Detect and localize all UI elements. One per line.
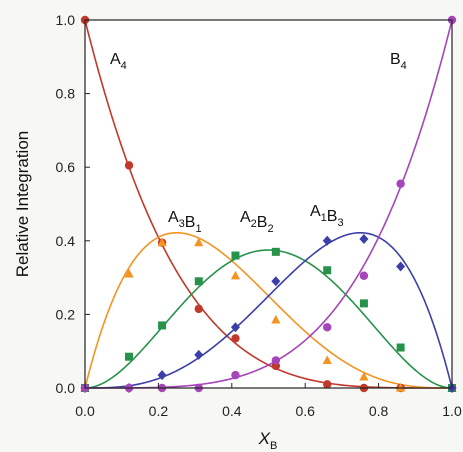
- y-tick-label-0: 0.0: [56, 380, 76, 396]
- data-point-s2-6: [323, 266, 332, 275]
- data-point-s3-6: [322, 235, 332, 246]
- data-point-s2-7: [359, 299, 368, 308]
- data-point-s1-1: [124, 268, 134, 278]
- data-point-s0-3: [194, 304, 203, 314]
- fit-curve-2: [84, 249, 453, 389]
- y-tick-label-4: 0.8: [56, 86, 76, 102]
- fit-curve-3: [85, 231, 453, 389]
- x-tick-label-1: 0.2: [149, 403, 169, 419]
- series-label-2: A2B2: [240, 209, 274, 235]
- series-label-1: A3B1: [168, 209, 202, 235]
- x-tick-label-0: 0.0: [75, 403, 95, 419]
- data-point-s1-7: [359, 371, 369, 381]
- data-point-s1-2: [157, 237, 167, 247]
- x-tick-label-4: 0.8: [369, 403, 389, 419]
- data-point-s1-3: [194, 237, 204, 247]
- data-point-s1-4: [230, 270, 241, 280]
- series-labels: A4 A3B1 A2B2 A1B3 B4: [110, 51, 407, 235]
- data-point-s2-5: [271, 247, 280, 256]
- data-point-s2-2: [158, 321, 167, 330]
- data-point-s3-4: [230, 322, 240, 333]
- data-point-s2-8: [396, 343, 405, 352]
- data-point-s2-1: [125, 352, 134, 361]
- series-label-3: A1B3: [310, 203, 344, 229]
- y-tick-label-3: 0.6: [56, 159, 76, 175]
- data-point-s0-6: [323, 380, 332, 389]
- series-label-4: B4: [390, 51, 407, 72]
- data-point-s4-6: [323, 323, 332, 332]
- data-point-s0-4: [231, 334, 240, 343]
- x-axis-title-main: X: [258, 429, 271, 448]
- x-tick-label-3: 0.6: [295, 403, 315, 419]
- plot-area: [85, 20, 452, 388]
- data-point-s2-4: [231, 251, 240, 260]
- x-axis-title-sub: B: [270, 440, 277, 452]
- x-tick-label-5: 1.0: [442, 403, 462, 419]
- data-point-s3-8: [396, 261, 406, 272]
- data-point-s3-7: [359, 233, 369, 244]
- x-axis-title: XB: [258, 429, 278, 452]
- data-point-s3-3: [194, 349, 204, 360]
- series-label-0: A4: [110, 51, 127, 72]
- data-point-s1-8: [396, 383, 406, 392]
- data-point-s4-7: [359, 271, 369, 280]
- plot-frame: [84, 19, 453, 389]
- x-tick-label-2: 0.4: [222, 403, 242, 419]
- data-point-s1-6: [322, 355, 332, 364]
- data-point-s4-4: [231, 370, 240, 380]
- axis-ticks: 0.0 0.2 0.4 0.6 0.8 1.0 0.0 0.2 0.4 0.6 0.8 1.0: [56, 12, 462, 419]
- data-point-s4-8: [396, 179, 405, 188]
- y-tick-label-1: 0.2: [56, 306, 76, 322]
- data-point-s4-5: [271, 356, 281, 365]
- y-tick-label-2: 0.4: [56, 233, 76, 249]
- data-point-s1-5: [271, 314, 281, 324]
- data-point-s3-5: [271, 276, 281, 287]
- data-point-s3-2: [157, 370, 167, 381]
- data-point-s2-3: [194, 277, 203, 286]
- y-axis-title: Relative Integration: [13, 131, 32, 277]
- y-tick-label-5: 1.0: [56, 12, 76, 28]
- data-point-s0-1: [124, 161, 134, 170]
